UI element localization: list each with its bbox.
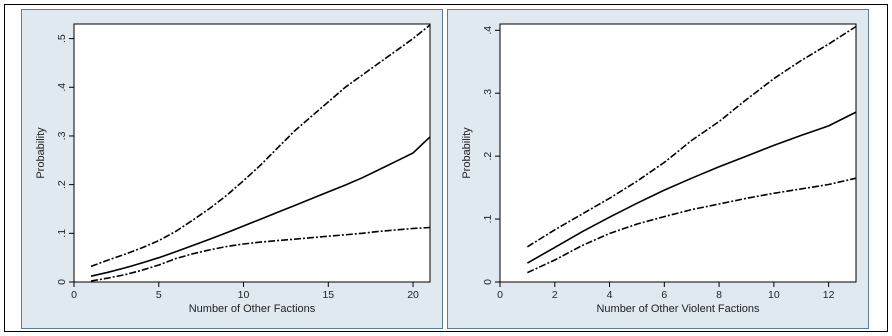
right-ci-line-1 — [526, 25, 857, 248]
right-y-tick-label: .1 — [482, 215, 494, 224]
left-ci-line-2 — [90, 226, 431, 282]
right-ci-line-2 — [527, 177, 857, 274]
left-y-tick-label: .5 — [56, 34, 68, 43]
chart-panel-left: 0 5 10 15 20 0 .1 .2 .3 .4 .5 Number of Other Facti… — [21, 9, 443, 329]
left-y-tick-label: .4 — [56, 83, 68, 92]
right-x-tick-label: 6 — [661, 289, 667, 301]
chart-panel-right: 0 2 4 6 8 10 12 0 .1 .2 .3 .4 Number of Other Violen… — [447, 9, 869, 329]
right-x-tick-label: 0 — [497, 289, 503, 301]
left-estimate-line — [90, 136, 431, 277]
right-y-tick-label: .4 — [482, 26, 494, 35]
right-estimate-line — [527, 111, 857, 264]
left-x-axis-title: Number of Other Factions — [189, 303, 316, 315]
right-y-tick-label: .2 — [482, 152, 494, 161]
left-x-tick-label: 20 — [407, 289, 419, 301]
left-ci-line-1 — [90, 24, 431, 268]
right-x-axis-title: Number of Other Violent Factions — [596, 303, 760, 315]
right-chart-svg: 0 2 4 6 8 10 12 0 .1 .2 .3 .4 Number of Other Violen… — [461, 23, 857, 315]
left-x-tick-label: 0 — [71, 289, 77, 301]
left-y-tick-label: .3 — [56, 131, 68, 140]
figure: 0 5 10 15 20 0.1.2.3.4.5 Number of Other Facti… — [4, 4, 888, 332]
left-y-tick-label: .2 — [56, 180, 68, 189]
right-plot-area — [499, 23, 857, 283]
left-x-tick-label: 5 — [156, 289, 162, 301]
left-y-tick-label: .1 — [56, 229, 68, 238]
right-x-tick-label: 2 — [552, 289, 558, 301]
right-x-tick-label: 8 — [716, 289, 722, 301]
right-y-tick-label: 0 — [482, 279, 494, 285]
left-y-axis-title: Probability — [35, 127, 47, 179]
right-x-tick-label: 10 — [768, 289, 780, 301]
left-x-tick-label: 10 — [238, 289, 250, 301]
left-plot-area — [73, 23, 431, 283]
right-x-tick-label: 4 — [607, 289, 613, 301]
right-x-tick-label: 12 — [823, 289, 835, 301]
left-x-tick-label: 15 — [322, 289, 334, 301]
left-y-tick-label: 0 — [56, 279, 68, 285]
left-chart-svg: 0 5 10 15 20 0 .1 .2 .3 .4 .5 Number of Other Facti… — [35, 23, 431, 315]
right-y-axis-title: Probability — [461, 127, 473, 179]
right-y-tick-label: .3 — [482, 89, 494, 98]
